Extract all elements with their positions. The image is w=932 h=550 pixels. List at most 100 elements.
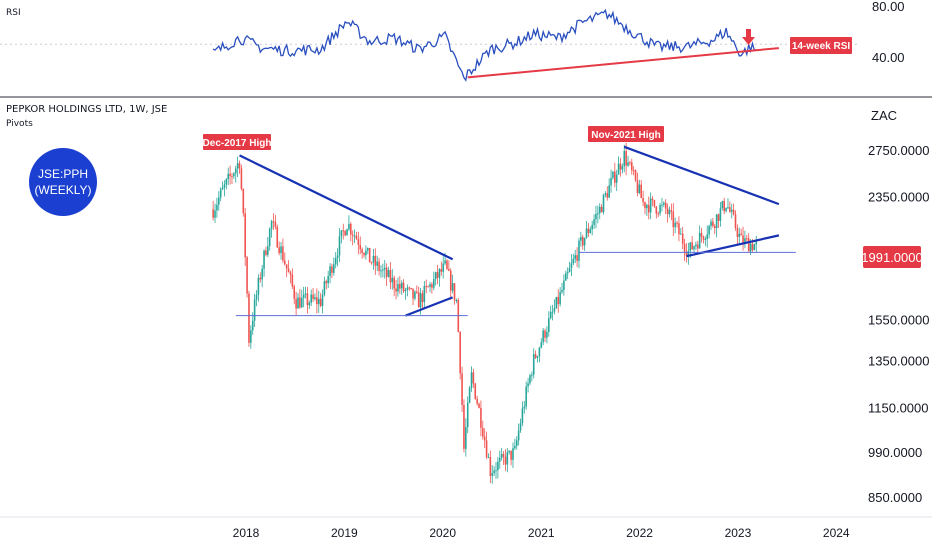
candle-body (749, 243, 752, 252)
candle-body (453, 283, 456, 301)
candle-body (619, 163, 622, 170)
candle-body (485, 440, 488, 458)
candle-body (429, 284, 431, 287)
candle-body (268, 228, 271, 247)
indicator-label: Pivots (6, 119, 33, 129)
candle-body (263, 250, 265, 269)
candle-body (532, 354, 535, 375)
candle-body (634, 170, 637, 181)
candle-body (312, 294, 314, 299)
annotation-dec2017-label: Dec-2017 High (203, 138, 272, 149)
candle-body (644, 202, 646, 209)
candle-body (651, 198, 654, 200)
candle-body (672, 211, 675, 228)
candle-body (300, 297, 303, 308)
candle-body (668, 210, 671, 215)
candle-body (747, 238, 750, 252)
candle-body (587, 228, 590, 233)
candle-body (280, 246, 282, 254)
candle-body (461, 373, 463, 405)
candle-body (508, 450, 511, 453)
candle-body (708, 226, 710, 235)
candle-body (676, 222, 678, 224)
candle-body (617, 163, 620, 175)
candle-body (498, 457, 501, 462)
candle-body (434, 272, 437, 280)
candle-body (495, 470, 497, 472)
candle-body (406, 287, 409, 291)
candle-body (581, 236, 584, 246)
time-tick-label: 2021 (528, 526, 555, 540)
candle-body (327, 276, 329, 284)
candle-body (506, 452, 509, 465)
candle-body (416, 291, 418, 293)
rsi-down-arrow-head (742, 37, 755, 45)
candle-body (713, 225, 716, 229)
annotation-rsi: 14-week RSI (790, 37, 852, 54)
candle-body (693, 246, 695, 250)
candle-body (270, 221, 273, 229)
candle-body (517, 430, 520, 441)
ticker-badge: JSE:PPH (WEEKLY) (29, 148, 97, 216)
candle-body (261, 268, 263, 280)
candle-body (527, 383, 529, 387)
candle-body (353, 235, 356, 237)
candle-body (449, 270, 452, 291)
candle-body (497, 461, 499, 471)
candle-body (463, 404, 465, 449)
candle-body (455, 299, 458, 301)
candle-body (529, 375, 531, 384)
candle-body (589, 229, 592, 233)
candle-body (732, 209, 735, 215)
candle-body (306, 293, 309, 306)
candle-body (710, 221, 712, 227)
candle-body (357, 239, 360, 245)
candle-body (368, 247, 371, 263)
candle-body (423, 285, 426, 303)
annotation-rsi-bg (790, 37, 852, 54)
candle-body (393, 277, 395, 289)
candle-body (525, 386, 527, 407)
candles (212, 142, 758, 484)
candle-body (399, 283, 401, 289)
candle-body (706, 234, 709, 239)
candle-body (534, 354, 537, 358)
candle-body (515, 440, 518, 446)
trendline-2019-support-rising (405, 296, 454, 317)
candle-body (557, 297, 560, 305)
annotation-dec2017: Dec-2017 High (203, 134, 272, 150)
candle-body (336, 255, 339, 259)
currency-label: ZAC (871, 108, 897, 123)
candle-body (242, 188, 245, 214)
candle-body (219, 189, 222, 198)
candle-body (555, 297, 558, 309)
candle-body (704, 238, 707, 240)
annotation-nov2021: Nov-2021 High (588, 126, 664, 142)
candle-body (287, 268, 290, 273)
candle-body (274, 221, 277, 227)
candle-body (561, 290, 563, 293)
candle-body (510, 450, 512, 460)
candle-body (342, 230, 345, 232)
candle-body (659, 205, 661, 214)
trendline-nov2021-resistance (623, 145, 780, 206)
candle-body (578, 240, 580, 261)
candle-body (636, 180, 639, 194)
candle-body (359, 244, 362, 250)
candle-body (316, 297, 318, 305)
candle-body (438, 269, 441, 278)
candle-body (476, 398, 478, 404)
candle-body (698, 232, 701, 249)
candle-body (295, 298, 297, 309)
candle-body (431, 284, 433, 288)
candle-body (229, 173, 231, 177)
candle-body (470, 372, 473, 388)
candle-body (389, 270, 392, 283)
candle-body (630, 162, 633, 171)
candle-body (489, 457, 492, 476)
candle-body (325, 281, 328, 284)
candle-body (685, 251, 688, 257)
candle-body (459, 331, 461, 374)
candle-body (595, 213, 597, 220)
